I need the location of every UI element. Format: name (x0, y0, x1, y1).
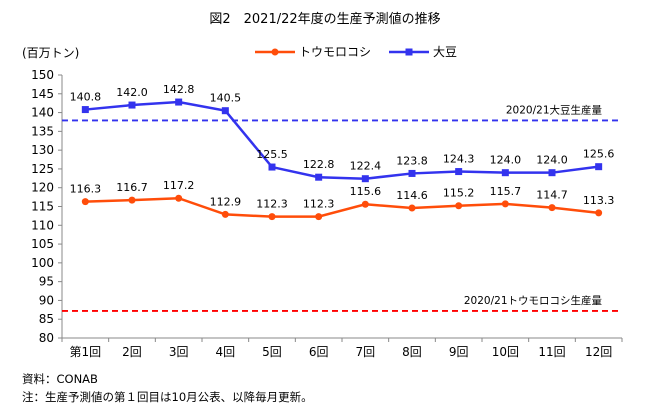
data-label: 115.2 (443, 187, 475, 200)
y-tick-label: 105 (31, 237, 54, 251)
legend: トウモロコシ 大豆 (255, 43, 457, 60)
data-point (455, 168, 463, 176)
y-tick-label: 100 (31, 256, 54, 270)
y-tick-label: 110 (31, 218, 54, 232)
x-tick-label: 11回 (538, 345, 565, 359)
y-tick-label: 140 (31, 106, 54, 120)
source-notes: 資料：CONAB 注：生産予測値の第１回目は10月公表、以降毎月更新。 (22, 370, 313, 406)
x-tick-label: 5回 (262, 345, 282, 359)
note-line: 注：生産予測値の第１回目は10月公表、以降毎月更新。 (22, 390, 313, 404)
data-label: 112.9 (210, 195, 242, 208)
data-label: 114.7 (536, 189, 568, 202)
y-tick-label: 150 (31, 68, 54, 82)
data-label: 124.0 (490, 154, 522, 167)
data-label: 142.0 (116, 86, 148, 99)
series-line (85, 196, 599, 218)
reference-line-label: 2020/21トウモロコシ生産量 (464, 294, 603, 307)
series-line (85, 100, 599, 180)
x-tick-label: 10回 (492, 345, 519, 359)
data-point (175, 194, 183, 202)
data-point (361, 200, 369, 208)
y-tick-label: 85 (39, 312, 54, 326)
data-label: 125.6 (583, 148, 615, 161)
data-point (408, 169, 416, 177)
data-point (315, 213, 323, 221)
y-tick-label: 90 (39, 293, 54, 307)
data-point (221, 210, 229, 218)
data-point (595, 163, 603, 171)
x-tick-label: 第1回 (70, 345, 102, 359)
data-label: 116.3 (70, 183, 102, 196)
source-line: 資料：CONAB (22, 372, 98, 386)
data-point (268, 213, 276, 221)
data-label: 122.8 (303, 158, 335, 171)
x-tick-label: 9回 (449, 345, 469, 359)
data-point (548, 169, 556, 177)
data-point (501, 200, 509, 208)
data-point (548, 204, 556, 212)
data-label: 140.5 (210, 92, 242, 105)
x-tick-label: 6回 (309, 345, 329, 359)
x-tick-label: 2回 (122, 345, 142, 359)
legend-item-soy: 大豆 (389, 43, 457, 60)
data-label: 113.3 (583, 194, 615, 207)
reference-line-label: 2020/21大豆生産量 (506, 103, 603, 116)
data-point (315, 173, 323, 181)
data-point (595, 209, 603, 217)
x-tick-label: 12回 (585, 345, 612, 359)
data-point (128, 101, 136, 109)
data-point (81, 198, 89, 206)
legend-swatch-soy (389, 48, 430, 55)
data-point (455, 202, 463, 210)
y-tick-label: 115 (31, 200, 54, 214)
data-label: 142.8 (163, 83, 195, 96)
legend-label-corn: トウモロコシ (299, 45, 372, 59)
data-point (408, 204, 416, 212)
data-label: 122.4 (350, 160, 382, 173)
y-tick-label: 80 (39, 331, 54, 345)
data-label: 114.6 (396, 189, 428, 202)
data-point (501, 169, 509, 177)
data-label: 115.7 (490, 185, 522, 198)
data-label: 123.8 (396, 154, 428, 167)
legend-label-soy: 大豆 (433, 45, 458, 59)
legend-item-corn: トウモロコシ (255, 43, 371, 60)
y-axis-unit-label: (百万トン) (22, 46, 80, 60)
chart-title: 図2 2021/22年度の生産予測値の推移 (209, 12, 441, 27)
data-label: 140.8 (70, 91, 102, 104)
data-label: 116.7 (116, 181, 148, 194)
data-point (81, 106, 89, 114)
data-label: 117.2 (163, 179, 195, 192)
y-tick-label: 130 (31, 143, 54, 157)
y-tick-label: 95 (39, 275, 54, 289)
x-tick-label: 4回 (216, 345, 236, 359)
data-point (128, 196, 136, 204)
data-point (175, 98, 183, 106)
y-tick-label: 120 (31, 181, 54, 195)
x-tick-label: 3回 (169, 345, 189, 359)
y-tick-label: 145 (31, 87, 54, 101)
data-point (361, 175, 369, 183)
y-tick-label: 135 (31, 124, 54, 138)
data-label: 115.6 (350, 185, 382, 198)
x-tick-label: 7回 (356, 345, 376, 359)
data-label: 125.5 (256, 148, 288, 161)
data-point (221, 107, 229, 115)
data-point (268, 163, 276, 171)
x-tick-label: 8回 (402, 345, 422, 359)
legend-swatch-corn (255, 48, 295, 55)
data-label: 112.3 (256, 198, 288, 211)
data-label: 124.3 (443, 153, 475, 166)
data-label: 124.0 (536, 154, 568, 167)
y-tick-label: 125 (31, 162, 54, 176)
data-label: 112.3 (303, 198, 335, 211)
